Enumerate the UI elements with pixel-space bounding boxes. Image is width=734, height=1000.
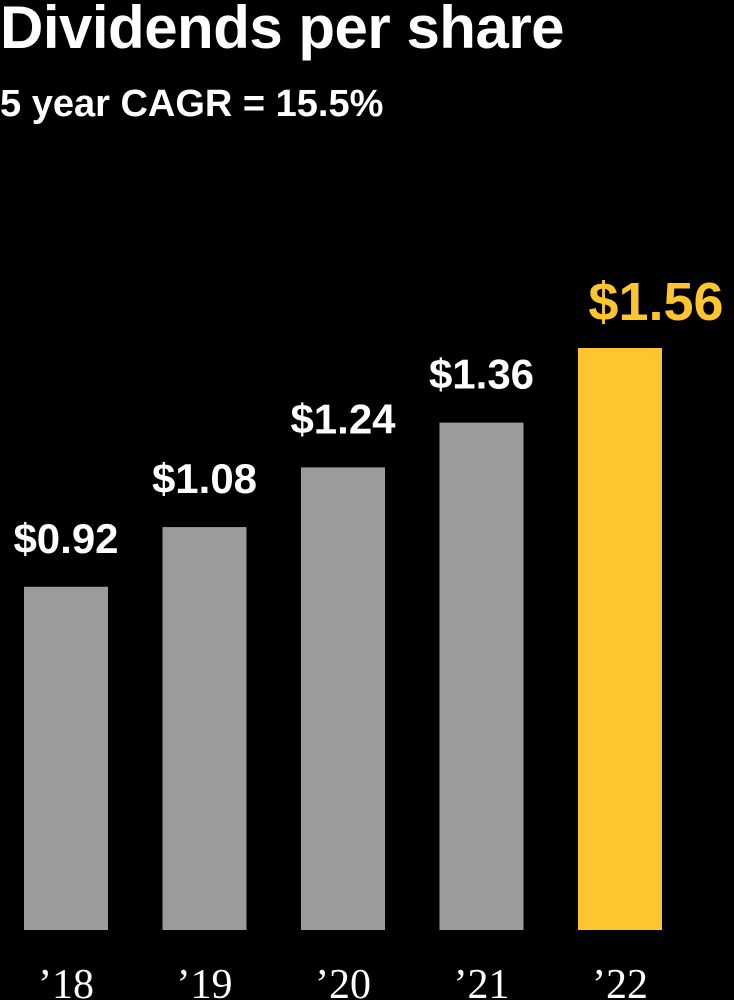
bar-2	[301, 467, 385, 930]
x-tick-label-3: ’21	[454, 962, 510, 1000]
bar-value-label-4: $1.56	[588, 272, 723, 332]
bar-value-label-2: $1.24	[290, 395, 396, 442]
x-tick-label-2: ’20	[315, 962, 371, 1000]
bar-value-label-1: $1.08	[152, 455, 257, 502]
chart-subtitle: 5 year CAGR = 15.5%	[0, 83, 384, 125]
bar-3	[439, 422, 524, 930]
bar-value-label-0: $0.92	[13, 515, 118, 562]
x-tick-label-0: ’18	[38, 962, 94, 1000]
x-tick-label-4: ’22	[592, 962, 648, 1000]
bar-4	[578, 348, 662, 930]
bar-0	[24, 586, 108, 930]
bar-value-label-3: $1.36	[429, 351, 534, 398]
x-tick-label-1: ’19	[177, 962, 233, 1000]
bar-1	[162, 527, 247, 930]
chart-title: Dividends per share	[0, 0, 565, 61]
